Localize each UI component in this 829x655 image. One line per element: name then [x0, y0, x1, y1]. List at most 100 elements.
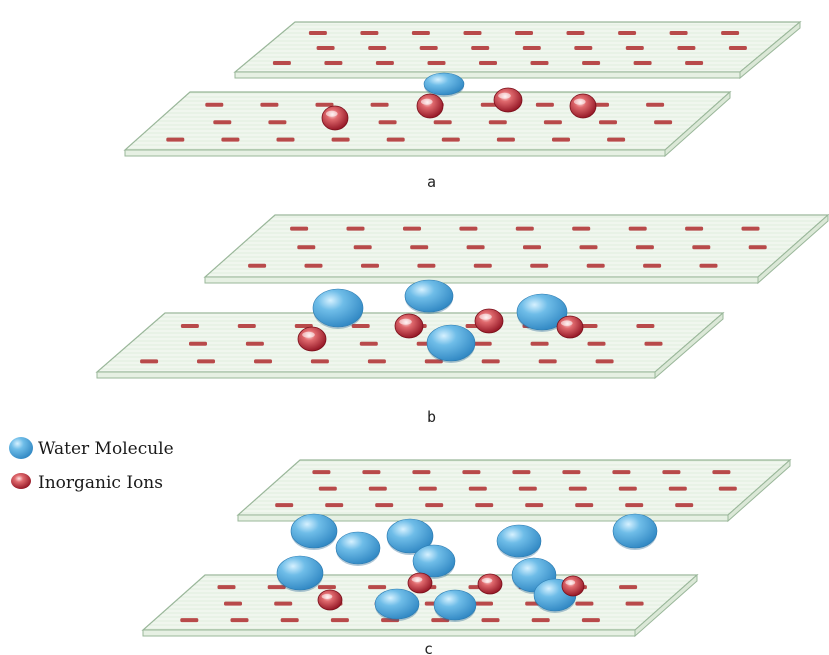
- sheet-c-top-side-edge: [727, 458, 791, 523]
- charge-site: [625, 503, 644, 508]
- charge-site: [669, 31, 688, 35]
- charge-site: [221, 137, 240, 142]
- charge-site: [466, 245, 485, 250]
- inorganic-ion: [477, 573, 503, 595]
- water-molecule: [290, 513, 338, 550]
- charge-site: [625, 601, 644, 606]
- charge-site: [636, 324, 655, 328]
- charge-site: [272, 61, 291, 65]
- charge-site: [276, 137, 295, 142]
- charge-site: [275, 503, 294, 508]
- charge-site: [619, 585, 638, 590]
- charge-site: [748, 245, 767, 250]
- charge-site: [481, 359, 500, 364]
- charge-site: [572, 226, 591, 231]
- charge-site: [330, 618, 349, 623]
- charge-site: [254, 359, 272, 364]
- charge-site: [180, 324, 199, 328]
- charge-site: [361, 263, 379, 268]
- charge-site: [566, 31, 585, 35]
- charge-site: [475, 601, 493, 606]
- charge-site: [518, 486, 537, 491]
- water-molecule: [426, 324, 476, 363]
- charge-site: [441, 137, 460, 142]
- sheet-a-top-front-edge: [234, 71, 741, 79]
- charge-site: [612, 470, 631, 475]
- charge-site: [568, 486, 587, 491]
- charge-site: [359, 341, 378, 346]
- sheet-b-bottom-front-edge: [96, 371, 656, 379]
- water-molecule-legend-icon: [9, 437, 33, 459]
- charge-site: [274, 601, 293, 606]
- sheet-b-top-front-edge: [204, 276, 759, 284]
- water-molecule: [496, 524, 542, 559]
- charge-site: [304, 263, 323, 268]
- charge-site: [230, 618, 249, 623]
- charge-site: [471, 46, 490, 50]
- charge-site: [473, 263, 492, 268]
- charge-site: [512, 470, 531, 475]
- inorganic-ion: [416, 93, 444, 119]
- inorganic-ion-legend-icon: [11, 473, 31, 489]
- charge-site: [586, 263, 605, 268]
- charge-site: [412, 470, 431, 475]
- sheet-c-bottom-front-edge: [142, 629, 636, 637]
- charge-site: [297, 245, 316, 250]
- charge-site: [248, 263, 267, 268]
- charge-site: [308, 31, 327, 35]
- charge-site: [618, 486, 637, 491]
- charge-site: [646, 102, 665, 107]
- charge-site: [575, 601, 594, 606]
- charge-site: [433, 120, 452, 125]
- charge-site: [378, 120, 397, 125]
- charge-site: [317, 585, 336, 590]
- charge-site: [260, 102, 279, 107]
- charge-site: [728, 46, 747, 50]
- charge-site: [579, 245, 598, 250]
- inorganic-ion: [317, 589, 343, 611]
- charge-site: [166, 137, 185, 142]
- charge-site: [525, 503, 544, 508]
- charge-site: [315, 102, 334, 107]
- charge-site: [562, 470, 581, 475]
- charge-site: [515, 226, 534, 231]
- charge-site: [579, 324, 598, 328]
- inorganic-ion: [297, 326, 327, 352]
- charge-site: [552, 137, 570, 142]
- charge-site: [535, 102, 554, 107]
- water-molecule: [404, 279, 454, 314]
- inorganic-ion: [321, 105, 349, 131]
- charge-site: [386, 137, 405, 142]
- charge-site: [575, 503, 594, 508]
- charge-site: [644, 341, 663, 346]
- charge-site: [224, 601, 242, 606]
- charge-site: [290, 226, 309, 231]
- charge-site: [418, 486, 437, 491]
- charge-site: [280, 618, 299, 623]
- charge-site: [530, 61, 549, 65]
- charge-site: [370, 102, 389, 107]
- inorganic-ion: [561, 575, 585, 597]
- panel-b-label: b: [427, 408, 436, 426]
- charge-site: [325, 503, 344, 508]
- charge-site: [362, 470, 381, 475]
- charge-site: [237, 324, 256, 328]
- panel-label-b: b: [427, 408, 436, 426]
- water-molecule: [423, 72, 465, 97]
- charge-site: [581, 618, 600, 623]
- sheet-c-top: [236, 458, 792, 523]
- charge-site: [459, 226, 478, 231]
- charge-site: [411, 31, 430, 35]
- charge-site: [523, 245, 541, 250]
- charge-site: [607, 137, 626, 142]
- water-molecule: [433, 589, 477, 622]
- charge-site: [675, 503, 694, 508]
- charge-site: [618, 31, 637, 35]
- water-molecule: [276, 555, 324, 592]
- inorganic-ion: [493, 87, 523, 113]
- panel-label-a: a: [427, 173, 436, 191]
- charge-site: [268, 120, 287, 125]
- charge-site: [245, 341, 264, 346]
- charge-site: [431, 618, 450, 623]
- charge-site: [417, 263, 436, 268]
